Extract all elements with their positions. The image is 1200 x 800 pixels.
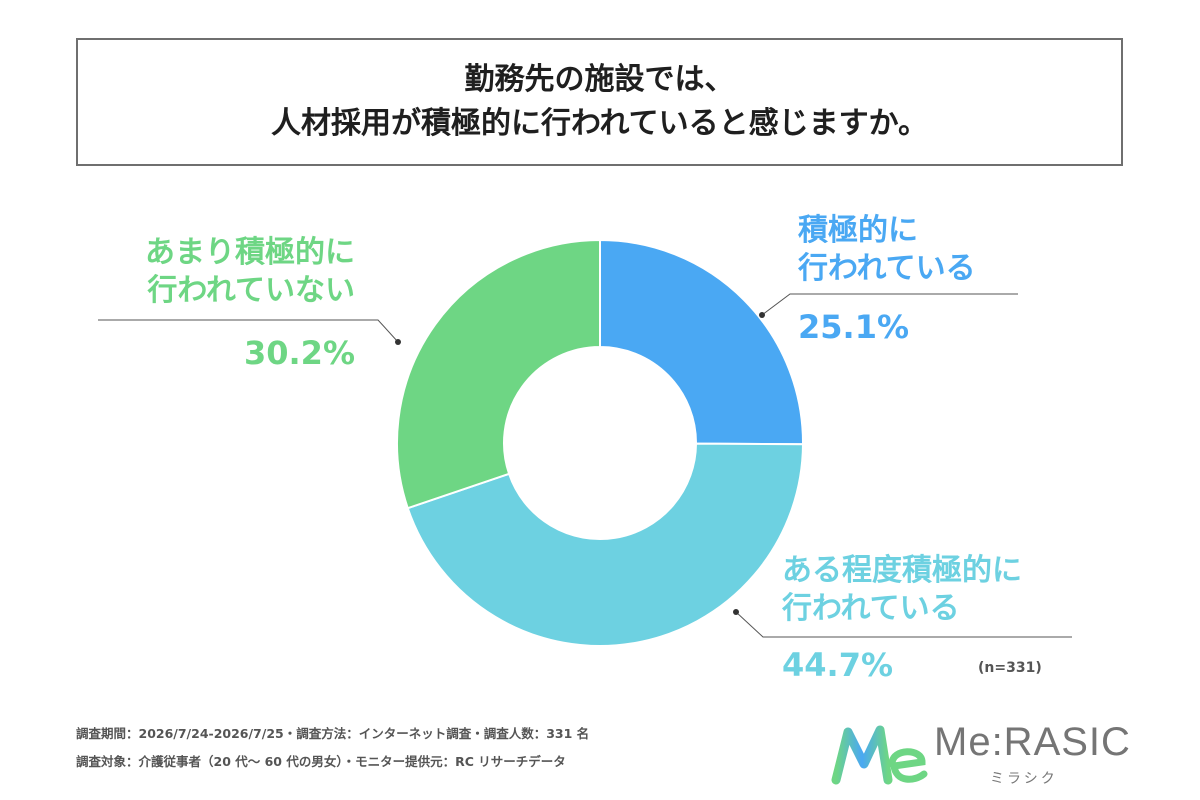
slice-labels: 積極的に行われている25.1%ある程度積極的に行われている44.7%あまり積極的… (145, 213, 1022, 684)
slice-label-3-line-2: 行われていない (146, 273, 355, 308)
chart-title-line-2: 人材採用が積極的に行われていると感じますか。 (271, 106, 928, 141)
brand-subtitle: ミラシク (990, 771, 1058, 787)
brand-mark-icon (831, 725, 928, 785)
donut-slice-1 (599, 238, 804, 446)
callout-line-3 (98, 319, 399, 343)
brand-name: Me:RASIC (934, 720, 1131, 764)
slice-value-1: 25.1% (798, 308, 909, 346)
slice-label-1-line-2: 行われている (797, 251, 976, 286)
slice-label-3-line-1: あまり積極的に (145, 235, 355, 270)
title-box: 勤務先の施設では、 人材採用が積極的に行われていると感じますか。 (76, 38, 1123, 166)
slice-value-3: 30.2% (244, 334, 355, 372)
brand-logo: Me:RASIC ミラシク (830, 718, 1130, 790)
callout-line-1 (761, 293, 1018, 316)
donut-slice-3 (396, 238, 601, 510)
chart-title-line-1: 勤務先の施設では、 (464, 62, 735, 97)
footer-line-2: 調査対象：介護従事者（20 代～ 60 代の男女）・モニター提供元：RC リサー… (76, 754, 566, 769)
callout-dot-3 (395, 339, 401, 345)
callout-dot-2 (733, 609, 739, 615)
slice-label-2-line-2: 行われている (781, 591, 960, 626)
callout-lines (98, 293, 1072, 638)
donut-slice-2 (406, 442, 805, 647)
survey-footer: 調査期間：2026/7/24-2026/7/25・調査方法：インターネット調査・… (76, 720, 589, 776)
donut-slices (396, 238, 805, 647)
callout-dot-1 (759, 312, 765, 318)
sample-size-label: (n=331) (978, 660, 1042, 676)
footer-line-1: 調査期間：2026/7/24-2026/7/25・調査方法：インターネット調査・… (76, 726, 590, 741)
slice-label-1-line-1: 積極的に (798, 213, 918, 248)
callout-line-2 (735, 611, 1072, 638)
slice-value-2: 44.7% (782, 646, 893, 684)
slice-label-2-line-1: ある程度積極的に (782, 553, 1022, 588)
